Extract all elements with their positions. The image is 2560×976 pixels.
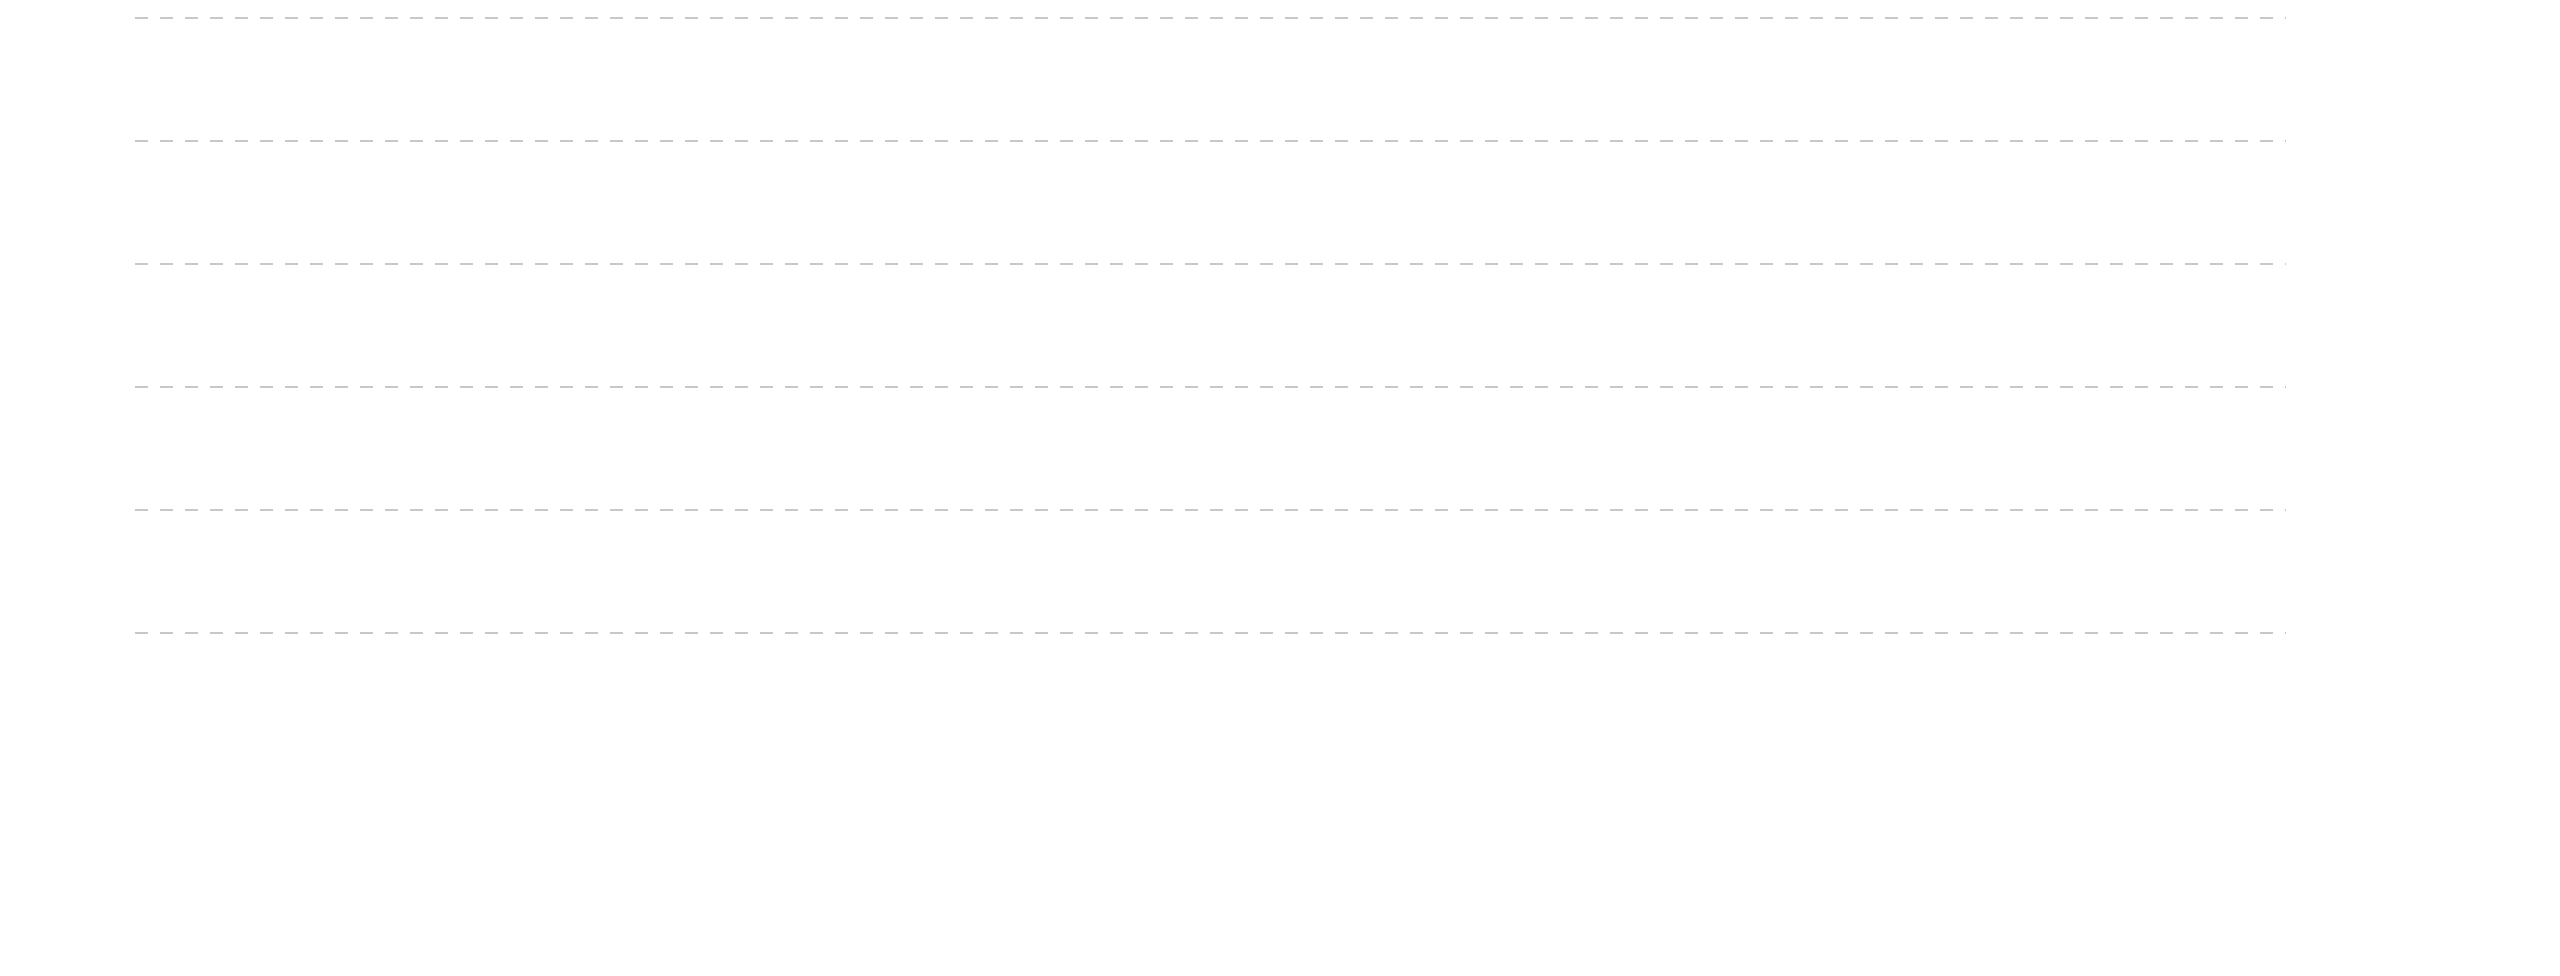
page: (() => { const data = JSON.parse(documen… xyxy=(135,17,2286,634)
chart xyxy=(135,17,2286,634)
